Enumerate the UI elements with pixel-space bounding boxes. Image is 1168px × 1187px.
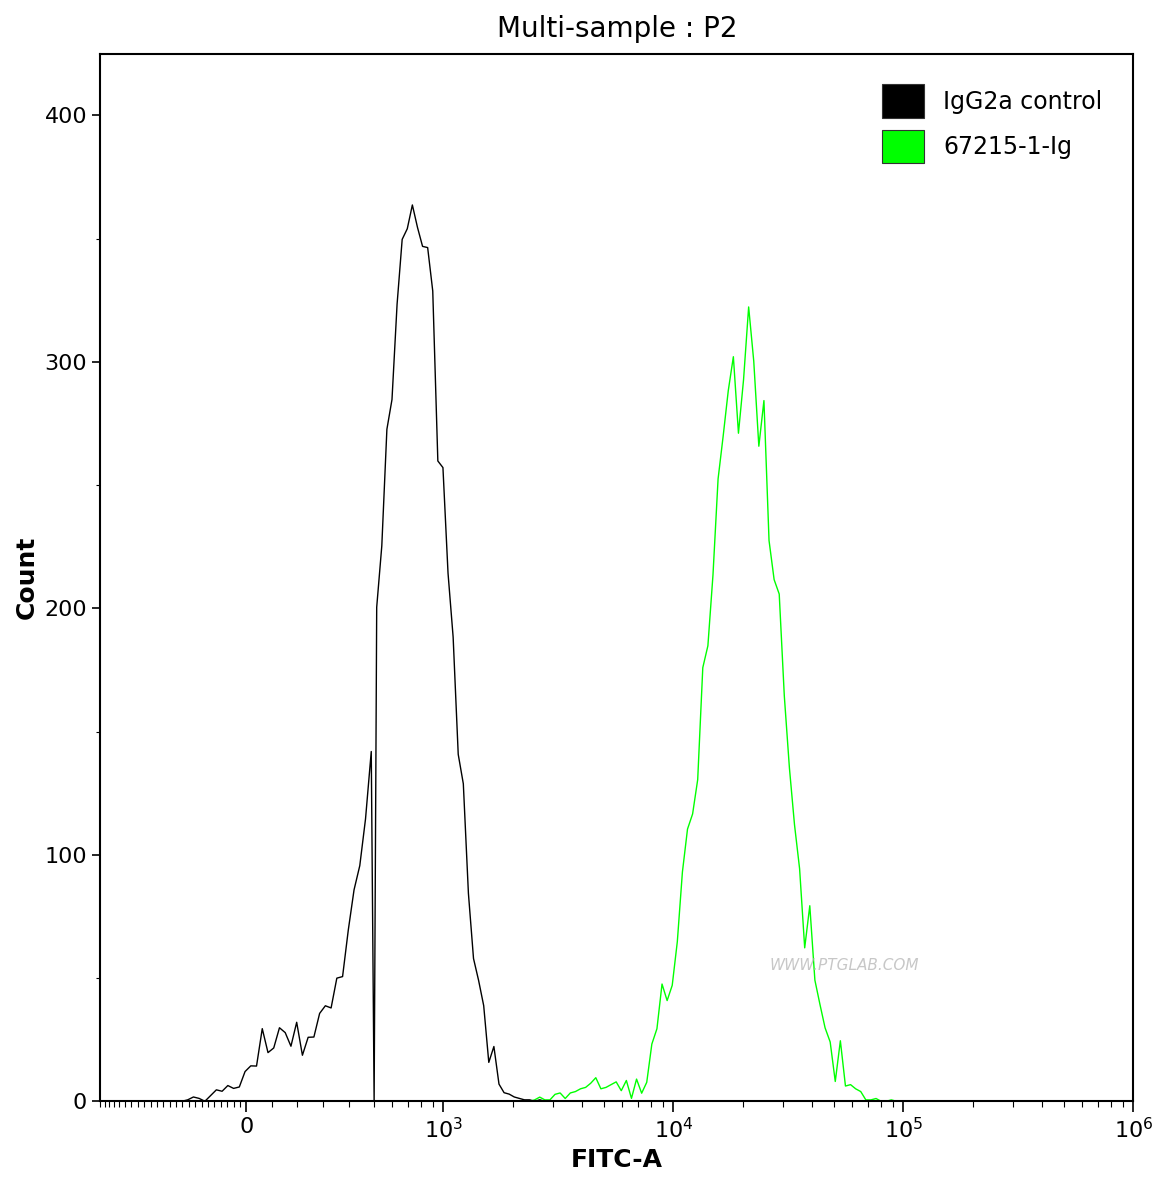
Y-axis label: Count: Count xyxy=(15,535,39,620)
Text: WWW.PTGLAB.COM: WWW.PTGLAB.COM xyxy=(770,958,919,972)
X-axis label: FITC-A: FITC-A xyxy=(571,1148,662,1172)
Title: Multi-sample : P2: Multi-sample : P2 xyxy=(496,15,737,43)
Legend: IgG2a control, 67215-1-Ig: IgG2a control, 67215-1-Ig xyxy=(863,65,1121,182)
